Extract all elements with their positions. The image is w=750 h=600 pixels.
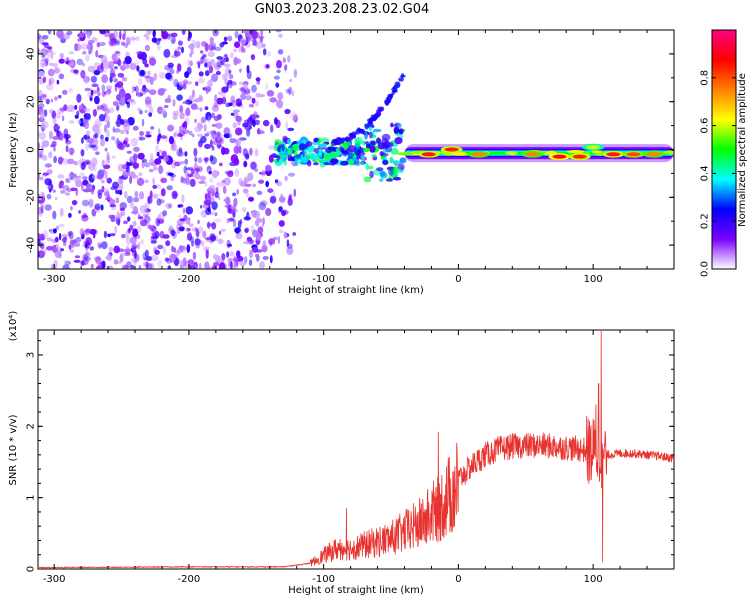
x-tick-label: -300	[43, 274, 66, 285]
spectrogram-region-broadband-noise	[38, 30, 298, 269]
spectrogram-x-ticks: -300 -200 -100 0 100	[43, 30, 675, 285]
snr-series-line	[37, 329, 675, 569]
spectrogram-hotspot	[568, 153, 591, 161]
figure-title: GN03.2023.208.23.02.G04	[255, 2, 430, 17]
colorbar-ticks: 0.0 0.2 0.4 0.6 0.8	[700, 70, 736, 277]
colorbar-scale	[711, 29, 737, 270]
spectrogram-hotspot	[467, 150, 490, 158]
y-tick-label: 20	[26, 95, 37, 108]
colorbar-tick-label: 0.2	[700, 213, 711, 229]
x-tick-label: -300	[43, 574, 66, 585]
snr-panel: -300 -200 -100 0 100 0 1 2 3 Height of straight…	[8, 311, 675, 596]
colorbar-tick-label: 0.0	[700, 261, 711, 277]
x-tick-label: 100	[584, 574, 603, 585]
x-tick-label: -200	[178, 274, 201, 285]
spectrogram-y-ticks: -40 -20 0 20 40	[26, 29, 674, 270]
x-tick-label: 100	[584, 274, 603, 285]
colorbar-tick-label: 0.6	[700, 118, 711, 134]
spectrogram-hotspot	[582, 143, 605, 151]
y-tick-label: 1	[26, 494, 37, 500]
spectrogram-hotspot	[622, 150, 645, 158]
y-tick-label: 3	[26, 352, 37, 358]
snr-y-axis-label: SNR (10 * v/v)	[8, 414, 19, 485]
y-tick-label: 40	[26, 48, 37, 61]
x-tick-label: -100	[312, 274, 335, 285]
snr-x-axis-label: Height of straight line (km)	[288, 585, 424, 596]
spectrogram-x-axis-label: Height of straight line (km)	[288, 285, 424, 296]
spectrogram-hotspot	[417, 150, 440, 158]
x-tick-label: 0	[455, 274, 461, 285]
y-tick-label: -20	[26, 189, 37, 205]
colorbar-label: Normalized spectral amplitude	[737, 73, 748, 227]
y-tick-label: -40	[26, 237, 37, 253]
x-tick-label: 0	[455, 574, 461, 585]
spectrogram-hotspot	[440, 146, 463, 153]
spectrogram-hotspot	[602, 150, 625, 158]
snr-y-ticks: 0 1 2 3	[26, 340, 674, 572]
spectrogram-hotspot	[521, 150, 544, 158]
spectrogram-region-rising-streak	[332, 73, 406, 146]
spectrogram-image	[38, 30, 674, 269]
spectrogram-y-axis-label: Frequency (Hz)	[8, 112, 19, 188]
x-tick-label: -200	[178, 574, 201, 585]
spectrogram-hotspot	[548, 153, 571, 161]
spectrogram-hotspot	[642, 150, 665, 158]
colorbar: 0.0 0.2 0.4 0.6 0.8 Normalized spectral ampl…	[700, 29, 748, 277]
x-tick-label: -100	[312, 574, 335, 585]
y-tick-label: 0	[26, 146, 37, 152]
snr-x-ticks: -300 -200 -100 0 100	[43, 330, 675, 585]
y-tick-label: 0	[26, 566, 37, 572]
colorbar-tick-label: 0.8	[700, 70, 711, 86]
colorbar-tick-label: 0.4	[700, 165, 711, 181]
snr-frame	[37, 329, 675, 570]
y-tick-label: 2	[26, 423, 37, 429]
snr-y-multiplier: (x10⁴)	[8, 311, 19, 342]
spectrogram-region-scattered-blobs	[273, 122, 407, 183]
